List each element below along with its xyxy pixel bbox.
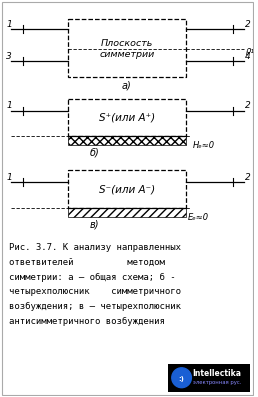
Text: Eₑ≈0: Eₑ≈0 <box>188 213 208 222</box>
Bar <box>68 99 186 137</box>
Text: :): :) <box>179 376 184 382</box>
Text: 4: 4 <box>245 52 251 60</box>
Bar <box>68 208 186 217</box>
Text: 1: 1 <box>6 101 12 110</box>
Bar <box>68 170 186 208</box>
Bar <box>68 137 186 145</box>
Text: 3: 3 <box>6 52 12 60</box>
Text: в): в) <box>90 220 99 230</box>
Text: а): а) <box>122 81 132 91</box>
Text: Hₑ≈0: Hₑ≈0 <box>192 141 214 150</box>
Text: Рис. 3.7. К анализу направленных: Рис. 3.7. К анализу направленных <box>9 243 181 252</box>
Text: 2: 2 <box>245 101 251 110</box>
Text: антисимметричного возбуждения: антисимметричного возбуждения <box>9 317 165 326</box>
Text: 2: 2 <box>245 173 251 182</box>
Text: возбуждения; в — четырехполюсник: возбуждения; в — четырехполюсник <box>9 302 181 311</box>
Text: Плоскость: Плоскость <box>101 39 153 48</box>
Text: 1: 1 <box>6 173 12 182</box>
Bar <box>68 19 186 77</box>
Text: симметрии: а – общая схема; б -: симметрии: а – общая схема; б - <box>9 272 176 281</box>
Text: симметрии: симметрии <box>99 50 154 58</box>
Text: Intellectika: Intellectika <box>192 369 241 378</box>
Text: ρ₁: ρ₁ <box>246 46 255 54</box>
Circle shape <box>172 368 191 387</box>
Text: четырехполюсник    симметричного: четырехполюсник симметричного <box>9 287 181 297</box>
Text: S⁺(или A⁺): S⁺(или A⁺) <box>99 113 155 123</box>
Text: электронная рус.: электронная рус. <box>193 380 241 385</box>
Text: 1: 1 <box>6 20 12 29</box>
Bar <box>168 364 250 391</box>
Text: 2: 2 <box>245 20 251 29</box>
Text: S⁻(или A⁻): S⁻(или A⁻) <box>99 184 155 194</box>
Text: ответвителей          методом: ответвителей методом <box>9 258 165 266</box>
Text: б): б) <box>90 147 99 157</box>
